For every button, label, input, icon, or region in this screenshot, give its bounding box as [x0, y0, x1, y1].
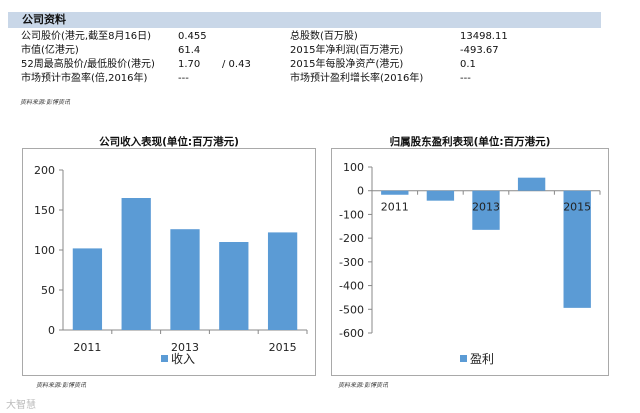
profit-chart: 100 0 -100 -200 -300 -400 -500 -600 2011 2013 2015…: [339, 161, 601, 366]
y-tick-label: -500: [339, 303, 364, 316]
bar: [381, 190, 409, 195]
y-tick-label: 0: [357, 185, 364, 198]
info-label: 2015年每股净资产(港元): [290, 59, 404, 70]
info-value: 0.455: [178, 31, 207, 42]
bar: [267, 232, 298, 330]
legend-swatch: [460, 355, 467, 362]
x-tick-label: 2015: [269, 341, 297, 354]
revenue-chart-panel: 0 50 100 150 200 2011 2013 2015 收入: [22, 148, 316, 376]
x-tick-label: 2013: [472, 201, 500, 214]
revenue-chart: 0 50 100 150 200 2011 2013 2015 收入: [34, 164, 308, 366]
y-tick-label: -200: [339, 232, 364, 245]
revenue-chart-title: 公司收入表现(单位:百万港元): [99, 136, 239, 148]
info-label: 市场预计市盈率(倍,2016年): [21, 73, 148, 84]
y-tick-label: -400: [339, 280, 364, 293]
info-value-secondary: / 0.43: [222, 59, 251, 70]
y-tick-label: 150: [34, 204, 55, 217]
info-label: 总股数(百万股): [290, 31, 358, 42]
bar: [72, 248, 103, 330]
info-label: 市值(亿港元): [21, 45, 79, 56]
info-value: 61.4: [178, 45, 201, 56]
y-tick-label: 0: [48, 324, 55, 337]
bar: [517, 177, 546, 191]
profit-chart-panel: 100 0 -100 -200 -300 -400 -500 -600 2011 2013 2015…: [331, 148, 609, 376]
info-label: 2015年净利润(百万港元): [290, 45, 404, 56]
bar: [563, 190, 591, 308]
bar: [170, 229, 200, 330]
y-tick-label: -100: [339, 208, 364, 221]
y-tick-label: -600: [339, 327, 364, 340]
bar: [426, 190, 455, 201]
y-tick-label: 100: [343, 161, 364, 174]
x-tick-label: 2011: [73, 341, 101, 354]
y-tick-label: 50: [41, 284, 55, 297]
legend-label: 收入: [171, 352, 195, 366]
info-value: 0.1: [460, 59, 476, 70]
y-tick-label: -300: [339, 256, 364, 269]
source-note-right: 资料来源:彭博资讯: [338, 382, 389, 389]
section-title: 公司资料: [8, 12, 601, 28]
info-value: 1.70: [178, 59, 201, 70]
x-tick-label: 2011: [381, 201, 409, 214]
info-value: ---: [178, 73, 189, 84]
y-tick-label: 200: [34, 164, 55, 177]
source-note-left: 资料来源:彭博资讯: [36, 382, 87, 389]
x-tick-label: 2015: [563, 201, 591, 214]
info-label: 公司股价(港元,截至8月16日): [21, 31, 152, 42]
info-value: 13498.11: [460, 31, 508, 42]
x-tick-label: 2013: [171, 341, 199, 354]
profit-chart-title: 归属股东盈利表现(单位:百万港元): [389, 136, 551, 148]
bar: [121, 198, 151, 330]
info-label: 市场预计盈利增长率(2016年): [290, 73, 424, 84]
info-label: 52周最高股价/最低股价(港元): [21, 59, 155, 70]
info-value: -493.67: [460, 45, 499, 56]
watermark-logo: 大智慧: [6, 400, 36, 411]
legend-label: 盈利: [470, 352, 494, 366]
source-note-top: 资料来源:彭博资讯: [20, 99, 71, 106]
legend-swatch: [161, 355, 168, 362]
info-value: ---: [460, 73, 471, 84]
bar: [219, 242, 249, 330]
bar: [472, 190, 500, 230]
y-tick-label: 100: [34, 244, 55, 257]
